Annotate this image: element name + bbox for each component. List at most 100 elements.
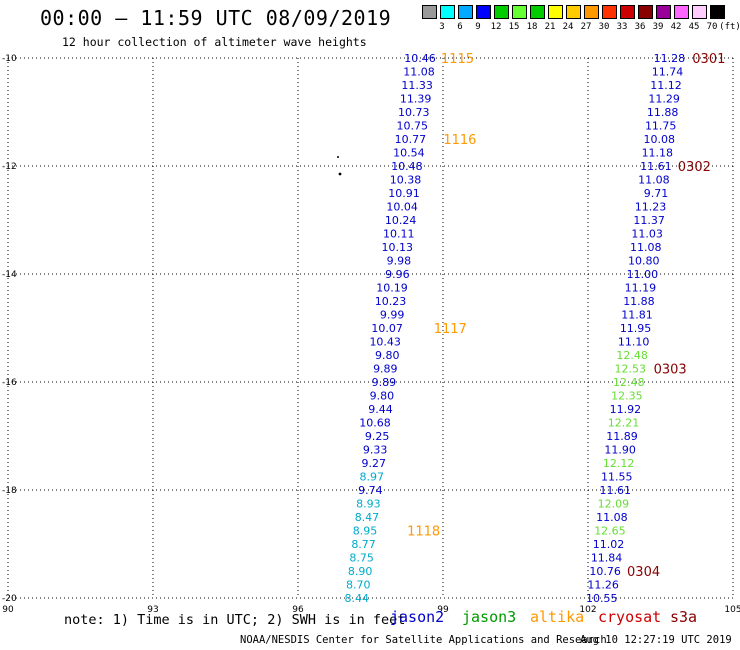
wave-height-label: 10.23 bbox=[375, 295, 407, 308]
footer-note: note: 1) Time is in UTC; 2) SWH is in fe… bbox=[64, 612, 406, 628]
wave-height-label: 10.46 bbox=[404, 52, 436, 65]
wave-height-label: 10.48 bbox=[391, 160, 423, 173]
wave-height-label: 9.25 bbox=[365, 430, 390, 443]
wave-height-label: 9.96 bbox=[385, 268, 410, 281]
time-annotation: 0304 bbox=[627, 565, 660, 580]
wave-height-label: 11.55 bbox=[601, 471, 633, 484]
wave-height-label: 9.89 bbox=[373, 363, 398, 376]
colorbar-label: 15 bbox=[508, 22, 520, 32]
wave-height-label: 11.12 bbox=[650, 79, 682, 92]
wave-height-label: 8.95 bbox=[353, 525, 378, 538]
colorbar-label: 30 bbox=[598, 22, 610, 32]
colorbar-label: 70 bbox=[706, 22, 718, 32]
wave-height-label: 10.91 bbox=[388, 187, 420, 200]
colorbar-label: 3 bbox=[439, 22, 445, 32]
colorbar-swatch bbox=[440, 5, 455, 19]
x-tick-label: 90 bbox=[2, 605, 14, 615]
wave-height-label: 8.93 bbox=[356, 498, 381, 511]
colorbar-swatch bbox=[422, 5, 437, 19]
wave-height-label: 12.48 bbox=[613, 376, 645, 389]
wave-height-label: 11.08 bbox=[596, 511, 628, 524]
time-annotation: 1116 bbox=[443, 133, 476, 148]
wave-height-label: 11.08 bbox=[403, 66, 435, 79]
colorbar-label: 6 bbox=[457, 22, 463, 32]
wave-height-label: 12.53 bbox=[615, 363, 647, 376]
wave-height-label: 11.61 bbox=[600, 484, 632, 497]
wave-height-label: 10.75 bbox=[397, 120, 429, 133]
y-tick-label: -10 bbox=[2, 54, 17, 64]
colorbar-label: 39 bbox=[652, 22, 664, 32]
legend-item-cryosat: cryosat bbox=[598, 608, 662, 626]
colorbar-swatch bbox=[620, 5, 635, 19]
legend-item-jason3: jason3 bbox=[462, 608, 517, 626]
wave-height-label: 10.80 bbox=[628, 255, 660, 268]
wave-height-label: 11.88 bbox=[623, 295, 655, 308]
wave-height-label: 10.19 bbox=[376, 282, 408, 295]
wave-height-label: 10.11 bbox=[383, 228, 415, 241]
wave-height-label: 11.18 bbox=[642, 147, 674, 160]
wave-height-label: 12.12 bbox=[603, 457, 635, 470]
colorbar-label: 18 bbox=[526, 22, 538, 32]
wave-height-label: 10.77 bbox=[395, 133, 427, 146]
colorbar-swatch bbox=[530, 5, 545, 19]
wave-height-label: 9.80 bbox=[375, 349, 400, 362]
wave-height-label: 10.76 bbox=[589, 565, 621, 578]
colorbar-swatch bbox=[494, 5, 509, 19]
y-tick-label: -20 bbox=[2, 594, 17, 604]
x-tick-label: 105 bbox=[724, 605, 740, 615]
y-tick-label: -12 bbox=[2, 162, 17, 172]
wave-height-label: 11.08 bbox=[630, 241, 662, 254]
colorbar-label: 45 bbox=[688, 22, 700, 32]
wave-height-label: 10.24 bbox=[385, 214, 417, 227]
colorbar-label: 36 bbox=[634, 22, 646, 32]
wave-height-label: 9.98 bbox=[387, 255, 412, 268]
wave-height-label: 9.27 bbox=[361, 457, 386, 470]
wave-height-label: 9.44 bbox=[368, 403, 393, 416]
colorbar-label: 27 bbox=[580, 22, 592, 32]
legend-item-altika: altika bbox=[530, 608, 585, 626]
colorbar-swatch bbox=[638, 5, 653, 19]
colorbar-label: 42 bbox=[670, 22, 682, 32]
wave-height-label: 11.02 bbox=[593, 538, 625, 551]
wave-height-label: 11.37 bbox=[633, 214, 665, 227]
footer-timestamp: Aug 10 12:27:19 UTC 2019 bbox=[580, 634, 732, 646]
wave-height-label: 12.21 bbox=[608, 417, 640, 430]
chart-subtitle: 12 hour collection of altimeter wave hei… bbox=[62, 35, 367, 49]
colorbar-label: 24 bbox=[562, 22, 574, 32]
wave-height-label: 9.71 bbox=[644, 187, 669, 200]
wave-height-label: 11.75 bbox=[645, 120, 677, 133]
wave-height-label: 8.90 bbox=[348, 565, 373, 578]
colorbar-label: 9 bbox=[475, 22, 481, 32]
wave-height-label: 11.10 bbox=[618, 336, 650, 349]
colorbar-swatch bbox=[458, 5, 473, 19]
wave-height-label: 9.74 bbox=[358, 484, 383, 497]
wave-height-label: 11.74 bbox=[652, 66, 684, 79]
wave-height-label: 11.61 bbox=[640, 160, 672, 173]
colorbar-swatch bbox=[584, 5, 599, 19]
time-annotation: 0302 bbox=[678, 160, 711, 175]
wave-height-label: 11.28 bbox=[654, 52, 686, 65]
wave-height-label: 11.39 bbox=[400, 93, 432, 106]
wave-height-label: 11.08 bbox=[638, 174, 670, 187]
time-annotation: 1115 bbox=[441, 52, 474, 67]
wave-height-label: 10.04 bbox=[386, 201, 418, 214]
colorbar-label: 12 bbox=[490, 22, 502, 32]
x-tick-label: 102 bbox=[579, 605, 596, 615]
colorbar-label: 21 bbox=[544, 22, 556, 32]
wave-height-label: 8.44 bbox=[345, 592, 370, 605]
wave-height-label: 12.09 bbox=[598, 498, 630, 511]
wave-height-label: 11.84 bbox=[591, 552, 623, 565]
wave-height-label: 10.68 bbox=[359, 417, 391, 430]
wave-height-label: 11.19 bbox=[625, 282, 657, 295]
wave-height-label: 11.92 bbox=[610, 403, 642, 416]
wave-height-label: 11.89 bbox=[606, 430, 638, 443]
wave-height-label: 10.13 bbox=[382, 241, 414, 254]
wave-height-label: 8.70 bbox=[346, 579, 371, 592]
colorbar-swatch bbox=[512, 5, 527, 19]
colorbar-label: 33 bbox=[616, 22, 628, 32]
x-tick-label: 93 bbox=[147, 605, 158, 615]
wave-height-label: 11.00 bbox=[627, 268, 659, 281]
wave-height-label: 10.55 bbox=[586, 592, 618, 605]
wave-height-label: 9.99 bbox=[380, 309, 405, 322]
